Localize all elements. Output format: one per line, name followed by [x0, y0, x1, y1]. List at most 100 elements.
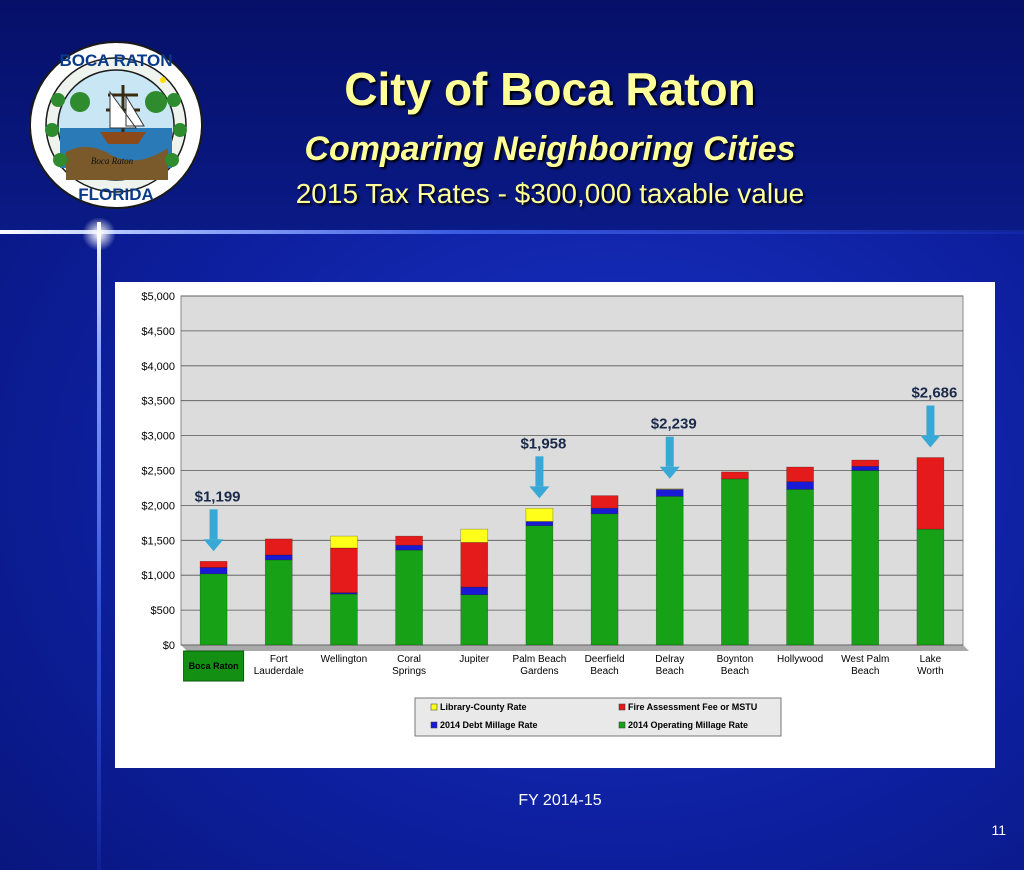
y-tick-label: $1,500 — [141, 535, 175, 547]
city-seal-logo: BOCA RATON FLORIDA Boca Raton — [29, 41, 203, 209]
logo-center-text: Boca Raton — [91, 156, 134, 166]
legend-label: 2014 Debt Millage Rate — [440, 720, 538, 730]
bar-segment — [525, 521, 554, 526]
bar-segment — [460, 586, 489, 596]
bar-segment — [330, 535, 358, 549]
bar-segment — [525, 525, 554, 646]
bar-segment — [655, 496, 684, 646]
y-tick-label: $4,500 — [141, 326, 175, 338]
y-tick-label: $3,000 — [141, 431, 175, 443]
y-tick-label: $3,500 — [141, 396, 175, 408]
bar-segment — [330, 593, 358, 646]
bar-segment — [851, 470, 880, 646]
y-tick-label: $1,000 — [141, 570, 175, 582]
x-tick-label: Wellington — [321, 654, 368, 665]
bar-segment — [199, 567, 228, 575]
x-tick-label: Deerfield — [585, 654, 625, 665]
callout-arrow-head — [920, 435, 941, 448]
bar-segment — [395, 549, 423, 646]
y-tick-label: $0 — [163, 640, 175, 652]
fiscal-year-footer: FY 2014-15 — [518, 792, 602, 809]
logo-bottom-text: FLORIDA — [78, 185, 154, 204]
slide-subtitle-detail: 2015 Tax Rates - $300,000 taxable value — [295, 178, 805, 209]
bar-segment — [264, 554, 293, 561]
plot-floor — [181, 645, 969, 651]
bar-segment — [395, 535, 423, 546]
bar-segment — [525, 508, 554, 522]
bar-segment — [786, 466, 814, 482]
x-tick-label: Jupiter — [459, 654, 490, 665]
y-tick-label: $5,000 — [141, 291, 175, 303]
bar-segment — [916, 528, 945, 646]
x-tick-label: Gardens — [520, 666, 558, 677]
x-tick-label: Lake — [920, 654, 942, 665]
y-tick-label: $2,000 — [141, 500, 175, 512]
legend-box — [414, 697, 782, 737]
x-tick-label: Worth — [917, 666, 944, 677]
callout-label: $1,958 — [520, 435, 566, 452]
chart-panel: $0 $500 $1,000 $1,500 $2,000 $2,500 $3,000 $3,5… — [115, 282, 995, 768]
page-number: 11 — [991, 822, 1006, 838]
callout-arrow-shaft — [535, 456, 544, 487]
bar-segment — [721, 471, 749, 480]
callout-arrow-shaft — [665, 436, 674, 467]
highlighted-category-box — [183, 650, 245, 682]
bar-segment — [395, 544, 423, 551]
stacked-bar-chart: $0 $500 $1,000 $1,500 $2,000 $2,500 $3,000 $3,5… — [141, 291, 969, 737]
callout-label: $2,239 — [651, 416, 697, 433]
bar-segment — [590, 507, 619, 515]
bar-segment — [199, 561, 228, 568]
legend-swatch — [618, 721, 626, 729]
x-tick-label: Fort — [270, 654, 288, 665]
legend-label: 2014 Operating Millage Rate — [628, 720, 748, 730]
bar-segment — [786, 481, 814, 490]
x-tick-label: Palm Beach — [512, 654, 566, 665]
x-tick-label: Lauderdale — [254, 666, 304, 677]
y-tick-label: $4,000 — [141, 361, 175, 373]
vertical-rule — [97, 222, 101, 870]
x-tick-label: Beach — [721, 666, 749, 677]
x-tick-label: Beach — [656, 666, 684, 677]
x-tick-label: Hollywood — [777, 654, 823, 665]
bar-segment — [786, 489, 814, 646]
x-tick-label: Delray — [655, 654, 684, 665]
callout-arrow-shaft — [926, 405, 935, 436]
bar-segment — [460, 542, 489, 588]
bar-segment — [264, 538, 293, 556]
bar-segment — [721, 478, 749, 646]
rule-intersection-glow — [82, 217, 116, 251]
legend-label: Library-County Rate — [440, 702, 527, 712]
x-tick-label: Beach — [590, 666, 618, 677]
callout-label: $1,199 — [195, 488, 241, 505]
x-tick-label: Beach — [851, 666, 879, 677]
slide-subtitle: Comparing Neighboring Cities — [304, 130, 796, 168]
bar-segment — [590, 495, 619, 509]
legend-swatch — [430, 721, 438, 729]
x-tick-label: Boca Raton — [189, 661, 239, 671]
bar-segment — [264, 559, 293, 646]
bar-segment — [460, 528, 489, 543]
slide-title: City of Boca Raton — [344, 63, 756, 115]
bar-segment — [460, 594, 489, 646]
bar-segment — [851, 459, 880, 467]
bar-segment — [655, 489, 684, 497]
logo-top-text: BOCA RATON — [59, 51, 172, 70]
legend-label: Fire Assessment Fee or MSTU — [628, 702, 757, 712]
callout-arrow-head — [203, 539, 224, 552]
callout-arrow-head — [529, 486, 550, 499]
bar-segment — [916, 457, 945, 530]
callout-arrow-head — [659, 466, 680, 479]
callout-arrow-shaft — [209, 509, 218, 540]
legend-swatch — [430, 703, 438, 711]
callout-label: $2,686 — [911, 385, 957, 402]
horizontal-rule — [0, 230, 1024, 234]
bar-segment — [655, 488, 684, 490]
bar-segment — [330, 547, 358, 593]
x-tick-label: West Palm — [841, 654, 889, 665]
x-tick-label: Boynton — [717, 654, 754, 665]
legend-swatch — [618, 703, 626, 711]
bar-segment — [851, 466, 880, 471]
x-tick-label: Springs — [392, 666, 426, 677]
bar-segment — [199, 573, 228, 646]
y-tick-label: $2,500 — [141, 466, 175, 478]
